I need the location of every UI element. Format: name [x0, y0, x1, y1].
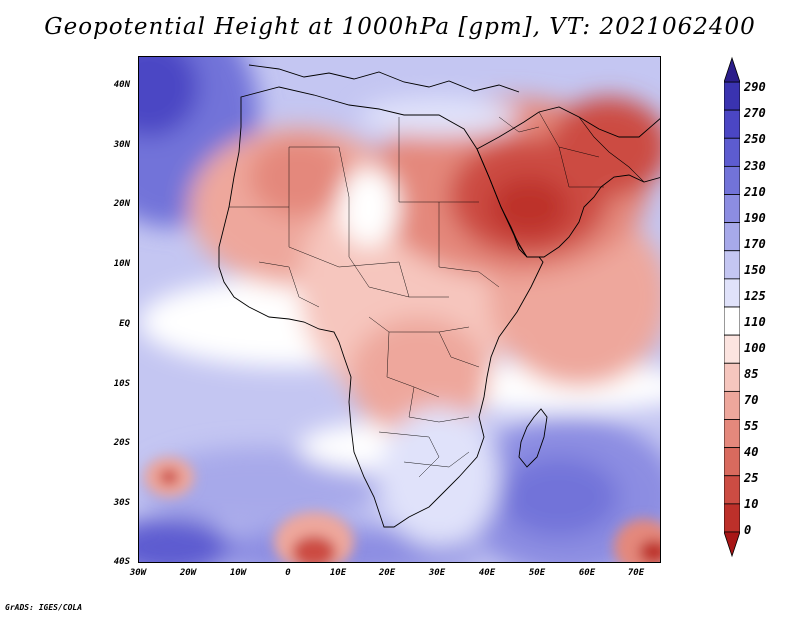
lat-label-10s: 10S	[113, 379, 130, 389]
lon-label-20e: 20E	[378, 568, 396, 578]
colorbar-swatch	[724, 306, 740, 336]
colorbar-label-100: 100	[744, 341, 766, 355]
colorbar-swatch	[724, 278, 740, 308]
lon-label-10e: 10E	[329, 568, 347, 578]
europe-coastline	[248, 64, 520, 93]
lon-label-70e: 70E	[627, 568, 645, 578]
red-sea	[476, 148, 528, 258]
lat-label-30s: 30S	[113, 498, 130, 508]
colorbar-top-arrow	[724, 56, 740, 83]
map-frame	[138, 56, 661, 563]
colorbar-bottom-arrow	[724, 531, 740, 558]
colorbar-swatch	[724, 81, 740, 111]
colorbar-swatch	[724, 334, 740, 364]
colorbar-label-170: 170	[744, 237, 766, 251]
colorbar-label-0: 0	[744, 523, 752, 537]
colorbar-swatch	[724, 362, 740, 392]
colorbar-label-150: 150	[744, 263, 766, 277]
lat-label-40s: 40S	[113, 557, 130, 567]
lon-label-20w: 20W	[179, 568, 197, 578]
colorbar-label-125: 125	[744, 289, 766, 303]
lon-label-50e: 50E	[528, 568, 546, 578]
colorbar-swatch	[724, 194, 740, 224]
map-canvas	[139, 57, 660, 562]
persian-gulf	[578, 116, 645, 183]
colorbar-swatch	[724, 475, 740, 505]
colorbar-label-55: 55	[744, 419, 759, 433]
colorbar-label-70: 70	[744, 393, 759, 407]
lon-label-10w: 10W	[229, 568, 247, 578]
colorbar-label-190: 190	[744, 211, 766, 225]
lat-label-30n: 30N	[113, 140, 130, 150]
colorbar-swatch	[724, 109, 740, 139]
lon-label-60e: 60E	[578, 568, 596, 578]
lon-label-30w: 30W	[129, 568, 147, 578]
colorbar	[724, 56, 740, 558]
colorbar-swatch	[724, 250, 740, 280]
height-field	[139, 57, 660, 562]
colorbar-swatch	[724, 503, 740, 533]
lon-label-0: 0	[285, 568, 291, 578]
lat-label-eq: EQ	[119, 319, 130, 329]
colorbar-label-40: 40	[744, 445, 759, 459]
lon-label-40e: 40E	[478, 568, 496, 578]
colorbar-swatch	[724, 222, 740, 252]
credit-text: GrADS: IGES/COLA	[5, 603, 83, 612]
colorbar-label-10: 10	[744, 497, 759, 511]
colorbar-swatch	[724, 165, 740, 195]
lat-label-40n: 40N	[113, 80, 130, 90]
coastlines	[218, 64, 660, 528]
colorbar-swatch	[724, 419, 740, 449]
colorbar-label-210: 210	[744, 185, 766, 199]
lat-label-10n: 10N	[113, 259, 130, 269]
country-borders	[229, 111, 604, 478]
colorbar-swatch	[724, 137, 740, 167]
colorbar-label-25: 25	[744, 471, 759, 485]
madagascar-coastline	[518, 408, 548, 468]
lat-label-20n: 20N	[113, 199, 130, 209]
lon-label-30e: 30E	[428, 568, 446, 578]
colorbar-label-290: 290	[744, 80, 766, 94]
colorbar-label-250: 250	[744, 132, 766, 146]
colorbar-label-270: 270	[744, 106, 766, 120]
colorbar-label-85: 85	[744, 367, 759, 381]
colorbar-swatch	[724, 390, 740, 420]
lat-label-20s: 20S	[113, 438, 130, 448]
colorbar-swatch	[724, 447, 740, 477]
chart-title: Geopotential Height at 1000hPa [gpm], VT…	[44, 14, 756, 40]
arabia-coastline	[476, 106, 660, 258]
colorbar-label-230: 230	[744, 159, 766, 173]
colorbar-label-110: 110	[744, 315, 766, 329]
lows	[144, 457, 660, 562]
